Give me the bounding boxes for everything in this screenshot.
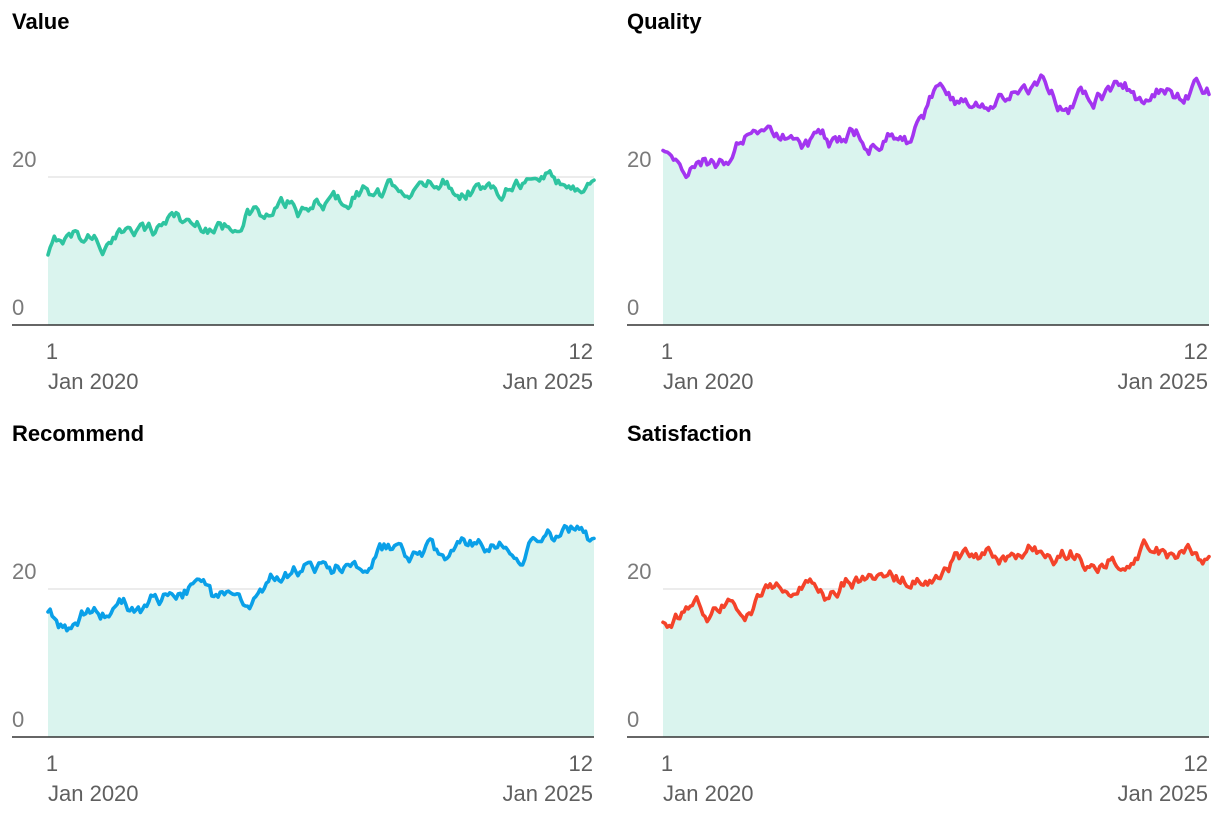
x-tick-end-date: Jan 2025 xyxy=(502,369,593,394)
series-area xyxy=(48,525,594,737)
chart-panel-recommend: Recommend 0 20 1 Jan 2020 12 Jan 2025 xyxy=(12,421,596,806)
x-tick-start-date: Jan 2020 xyxy=(48,369,139,394)
x-tick-start: 1 xyxy=(661,339,673,364)
x-tick-start-date: Jan 2020 xyxy=(663,369,754,394)
y-tick-label-20: 20 xyxy=(12,559,36,584)
x-tick-start-date: Jan 2020 xyxy=(48,781,139,806)
y-tick-label-20: 20 xyxy=(627,559,651,584)
series-area xyxy=(48,170,594,325)
y-tick-label-20: 20 xyxy=(627,147,651,172)
y-tick-label-20: 20 xyxy=(12,147,36,172)
chart-title: Value xyxy=(12,9,69,34)
chart-title: Satisfaction xyxy=(627,421,752,446)
series-area xyxy=(663,75,1209,325)
x-tick-start: 1 xyxy=(46,751,58,776)
x-tick-end: 12 xyxy=(1184,751,1208,776)
x-tick-end-date: Jan 2025 xyxy=(1117,781,1208,806)
x-tick-end-date: Jan 2025 xyxy=(1117,369,1208,394)
series-line xyxy=(661,538,1211,629)
y-tick-label-0: 0 xyxy=(12,707,24,732)
y-tick-label-0: 0 xyxy=(627,295,639,320)
chart-panel-quality: Quality 0 20 1 Jan 2020 12 Jan 2025 xyxy=(627,9,1211,394)
x-tick-start: 1 xyxy=(661,751,673,776)
chart-title: Quality xyxy=(627,9,702,34)
x-tick-end: 12 xyxy=(569,339,593,364)
x-tick-end-date: Jan 2025 xyxy=(502,781,593,806)
chart-title: Recommend xyxy=(12,421,144,446)
chart-panel-satisfaction: Satisfaction 0 20 1 Jan 2020 12 Jan 2025 xyxy=(627,421,1211,806)
chart-panel-value: Value 0 20 1 Jan 2020 12 Jan 2025 xyxy=(12,9,596,394)
series-line xyxy=(661,73,1211,180)
series-line xyxy=(46,169,596,257)
x-tick-end: 12 xyxy=(569,751,593,776)
x-tick-start: 1 xyxy=(46,339,58,364)
y-tick-label-0: 0 xyxy=(12,295,24,320)
x-tick-end: 12 xyxy=(1184,339,1208,364)
series-line xyxy=(46,524,596,633)
y-tick-label-0: 0 xyxy=(627,707,639,732)
x-tick-start-date: Jan 2020 xyxy=(663,781,754,806)
